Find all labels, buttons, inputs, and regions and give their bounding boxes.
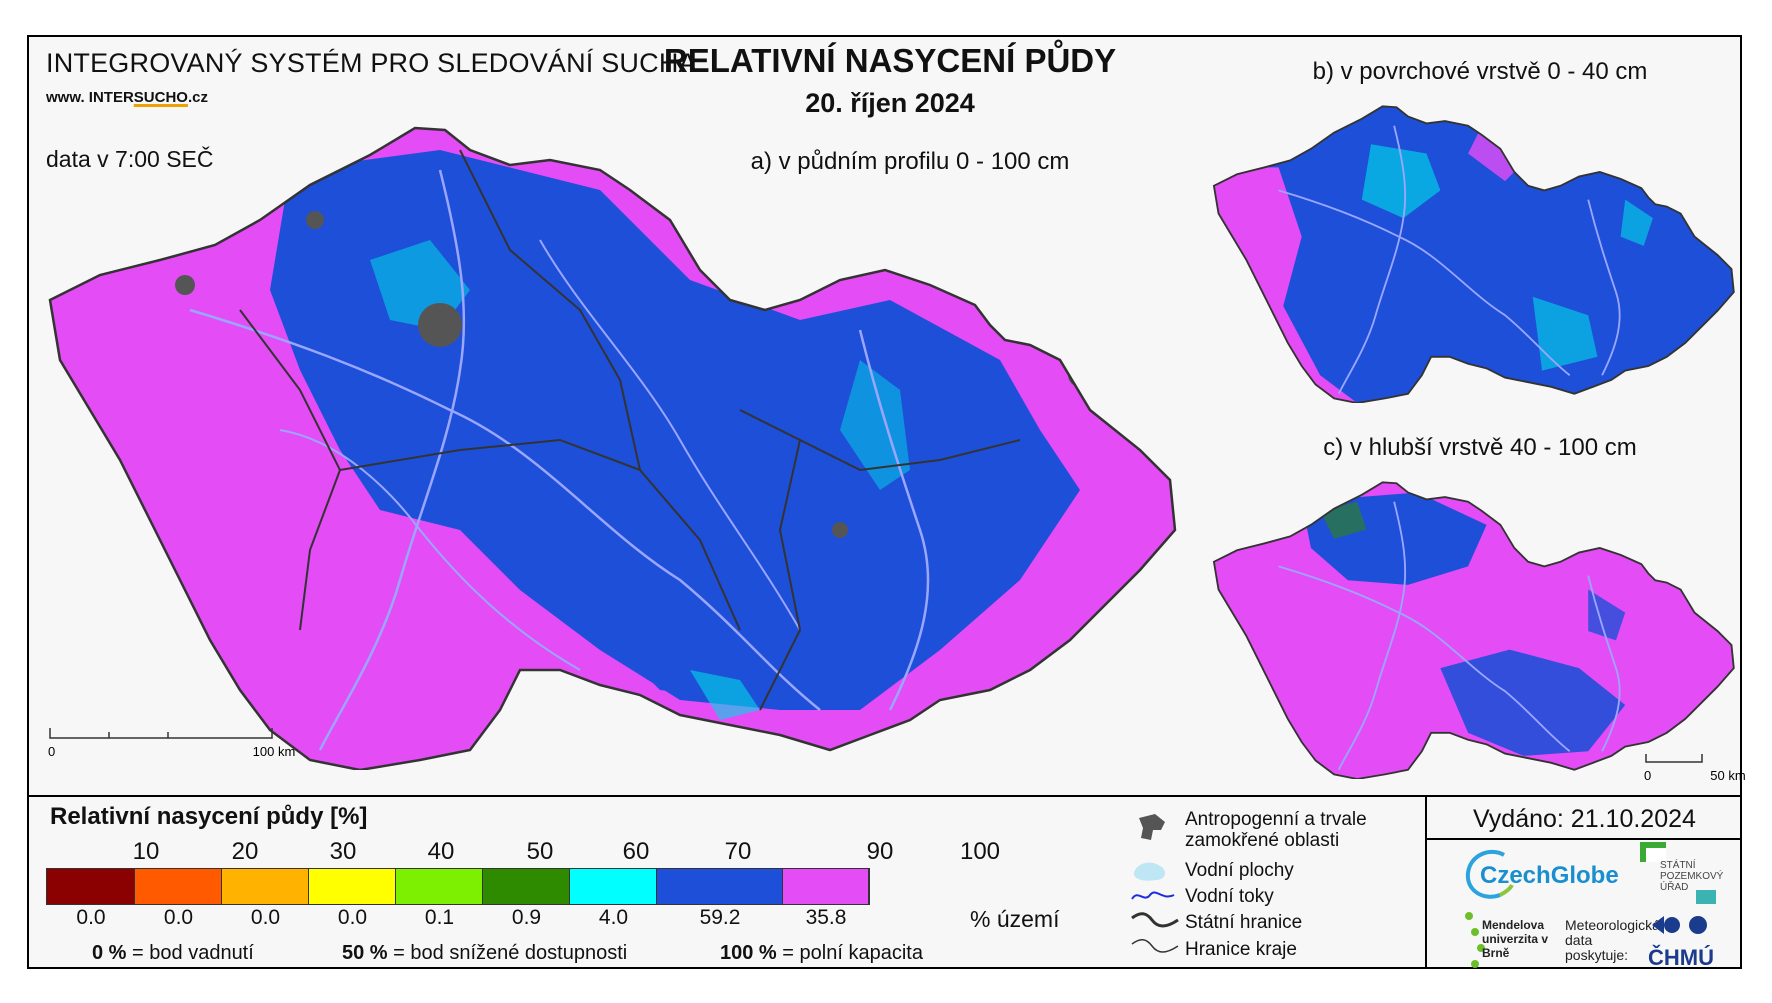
legend-tick: 50 — [526, 838, 554, 865]
legend-class-swatch — [483, 869, 570, 904]
legend-tick: 90 — [866, 838, 894, 865]
data-time: data v 7:00 SEČ — [46, 146, 214, 172]
website-link[interactable]: www. INTERSUCHO.cz — [46, 89, 208, 106]
legend-tick: 100 — [959, 838, 1001, 865]
main-map-caption: a) v půdním profilu 0 - 100 cm — [750, 148, 1070, 175]
note-field-capacity: 100 % = polní kapacita — [720, 942, 923, 964]
map-date: 20. říjen 2024 — [805, 88, 975, 118]
legend-tick: 10 — [132, 838, 160, 865]
spu-logo-mark — [1640, 842, 1666, 862]
legend-class-swatch — [222, 869, 309, 904]
legend-class-swatch — [135, 869, 222, 904]
legend-class-share: 0.0 — [250, 906, 281, 929]
small-scale-start: 0 — [1644, 768, 1651, 783]
czechglobe-logo-mark — [1465, 849, 1514, 899]
anthropogenic-icon — [1139, 814, 1165, 840]
scale-start: 0 — [48, 744, 55, 759]
logo-divider — [1427, 838, 1742, 840]
page-title: RELATIVNÍ NASYCENÍ PŮDY — [663, 42, 1117, 79]
organization-name: INTEGROVANÝ SYSTÉM PRO SLEDOVÁNÍ SUCHA — [46, 48, 697, 78]
share-unit: % území — [970, 906, 1060, 932]
chmu-logo-mark — [1652, 916, 1707, 934]
spu-logo: STÁTNÍ POZEMKOVÝ ÚŘAD — [1660, 860, 1724, 893]
legend-color-bar — [46, 868, 870, 905]
water-body-icon — [1133, 862, 1165, 881]
deep-map-caption: c) v hlubší vrstvě 40 - 100 cm — [1323, 434, 1637, 461]
scale-end: 100 km — [253, 744, 296, 759]
legend-class-swatch — [309, 869, 396, 904]
legend-tick: 30 — [329, 838, 357, 865]
state-border-icon — [1131, 912, 1179, 928]
legend-class-swatch — [657, 869, 783, 904]
legend-class-swatch — [47, 869, 135, 904]
mendel-logo-dots — [1465, 912, 1485, 968]
legend-class-share: 0.1 — [424, 906, 455, 929]
czechglobe-logo: CzechGlobe — [1480, 862, 1619, 889]
legend-class-swatch — [783, 869, 869, 904]
legend-class-share: 0.0 — [337, 906, 368, 929]
issued-divider — [1425, 797, 1427, 969]
legend-class-share: 59.2 — [699, 906, 741, 929]
legend-class-swatch — [396, 869, 483, 904]
chmu-logo: ČHMÚ — [1648, 945, 1714, 970]
legend-class-share: 0.0 — [76, 906, 106, 929]
legend-anthropogenic: Antropogenní a trvale zamokřené oblasti — [1185, 809, 1367, 851]
legend-tick: 60 — [622, 838, 650, 865]
legend-title: Relativní nasycení půdy [%] — [50, 803, 368, 830]
main-map — [48, 126, 1177, 770]
legend-tick: 40 — [427, 838, 455, 865]
surface-map-caption: b) v povrchové vrstvě 0 - 40 cm — [1312, 58, 1648, 85]
main-scale-bar: 0 100 km — [48, 728, 296, 759]
legend-rivers: Vodní toky — [1185, 886, 1274, 907]
legend-class-share: 0.9 — [511, 906, 542, 929]
legend-class-share: 35.8 — [805, 906, 847, 929]
legend-class-swatch — [570, 869, 657, 904]
river-icon — [1131, 891, 1175, 900]
region-border-icon — [1131, 939, 1179, 953]
met-data-provider: Meteorologická data poskytuje: — [1565, 917, 1660, 963]
note-reduced-availability: 50 % = bod snížené dostupnosti — [342, 942, 628, 964]
state-border — [48, 126, 1177, 770]
note-wilting-point: 0 % = bod vadnutí — [92, 942, 254, 964]
legend-tick: 70 — [724, 838, 752, 865]
small-scale-end: 50 km — [1710, 768, 1745, 783]
issued-date: Vydáno: 21.10.2024 — [1473, 805, 1696, 833]
deep-layer-map — [1212, 481, 1735, 779]
legend-region-border: Hranice kraje — [1185, 939, 1297, 960]
legend-water-bodies: Vodní plochy — [1185, 860, 1294, 881]
spu-logo-square — [1696, 890, 1716, 904]
small-scale-bar: 0 50 km — [1644, 754, 1746, 783]
legend-divider — [27, 795, 1742, 797]
legend-class-share: 0.0 — [163, 906, 194, 929]
legend-state-border: Státní hranice — [1185, 912, 1303, 933]
mendel-logo: Mendelova univerzita v Brně — [1482, 918, 1549, 960]
legend-tick: 20 — [231, 838, 259, 865]
surface-layer-map — [1212, 105, 1735, 403]
legend-class-share: 4.0 — [598, 906, 629, 929]
